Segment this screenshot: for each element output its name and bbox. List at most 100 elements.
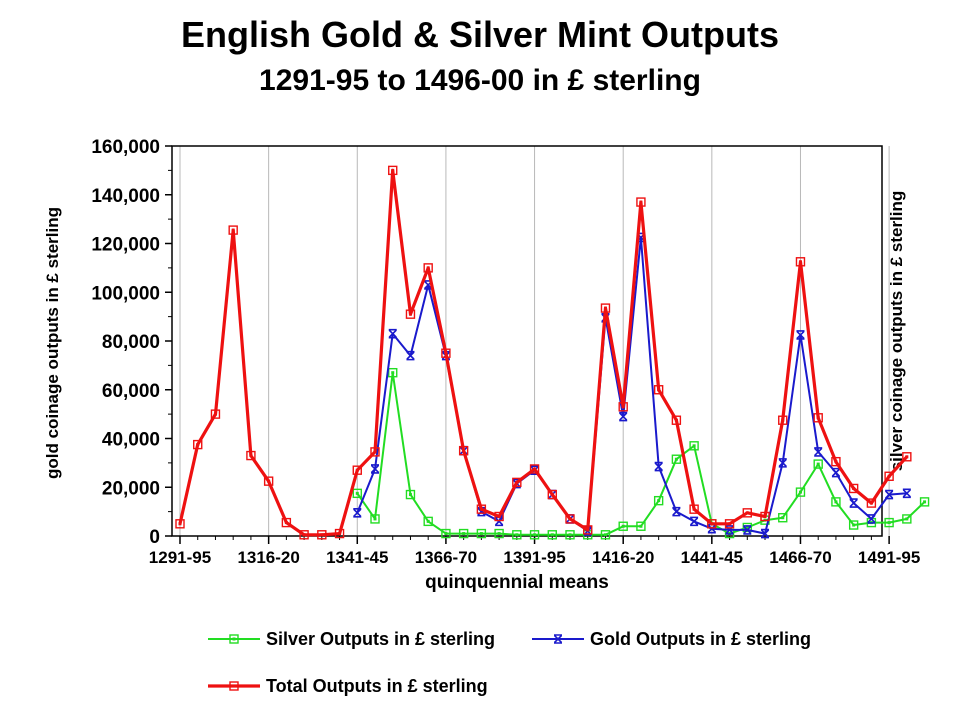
data-point <box>848 520 859 530</box>
data-point-center <box>232 637 236 641</box>
data-point <box>760 511 770 522</box>
data-point-center <box>728 522 732 526</box>
y-tick-label: 160,000 <box>91 137 160 158</box>
data-point <box>671 454 682 464</box>
data-point <box>672 506 681 517</box>
data-point-center <box>657 388 661 392</box>
x-axis: 1291-95 1316-20 1341-45 1366-70 1391-95 1416-… <box>149 536 920 567</box>
data-point <box>353 508 362 518</box>
data-point <box>795 487 806 497</box>
data-point <box>553 634 563 644</box>
data-point <box>671 415 682 425</box>
data-point <box>653 495 664 506</box>
data-point-center <box>267 479 271 483</box>
data-point <box>600 303 611 313</box>
gridlines <box>179 146 890 536</box>
x-tick-label: 1341-45 <box>326 548 388 567</box>
series-line <box>178 168 908 537</box>
data-point <box>654 461 663 472</box>
data-point <box>334 528 345 539</box>
data-point-center <box>816 416 820 420</box>
data-point <box>725 525 734 535</box>
data-point-center <box>568 517 572 521</box>
data-point-center <box>408 493 412 497</box>
series-group <box>175 165 930 540</box>
data-point-center <box>497 515 501 518</box>
data-point <box>600 530 611 540</box>
data-point <box>831 456 841 467</box>
data-point <box>494 511 504 522</box>
data-point-center <box>391 371 395 375</box>
data-point-center <box>462 532 466 536</box>
y-tick-label: 60,000 <box>102 381 160 402</box>
data-point <box>193 439 203 450</box>
data-point-center <box>745 525 749 529</box>
data-point <box>370 514 380 524</box>
data-point <box>618 521 628 531</box>
series-line <box>356 236 907 535</box>
data-point-center <box>213 412 217 416</box>
x-tick-label: 1441-45 <box>681 548 743 567</box>
data-point <box>707 519 717 529</box>
data-point <box>370 464 380 474</box>
data-point <box>884 471 894 481</box>
data-point-center <box>444 351 448 355</box>
data-point <box>210 409 221 419</box>
data-point <box>813 459 823 469</box>
data-point <box>547 530 557 540</box>
data-point-center <box>355 491 359 495</box>
data-point <box>742 508 752 518</box>
series-total <box>175 165 912 540</box>
data-point-center <box>391 168 395 172</box>
data-point <box>495 516 504 527</box>
data-point-center <box>231 228 235 232</box>
x-tick-label: 1466-70 <box>769 548 831 567</box>
data-point <box>423 516 433 527</box>
data-point-center <box>621 405 625 409</box>
data-point <box>512 477 522 488</box>
data-point <box>742 522 752 533</box>
data-point-center <box>621 524 625 528</box>
data-point-center <box>550 493 554 497</box>
y-axis-label: gold coinage outputs in £ sterling <box>43 207 62 479</box>
data-point-center <box>373 517 377 521</box>
y-tick-label: 20,000 <box>102 478 160 499</box>
data-point <box>424 280 433 290</box>
data-point <box>653 385 664 395</box>
data-point <box>441 348 451 358</box>
data-point-center <box>302 533 306 537</box>
data-point <box>246 450 256 461</box>
x-tick-label: 1416-20 <box>592 548 654 567</box>
data-point-center <box>426 519 430 523</box>
data-point-center <box>639 200 643 204</box>
data-point-center <box>639 524 643 528</box>
data-point-center <box>338 532 342 536</box>
data-point-center <box>550 533 554 537</box>
data-point <box>902 514 912 524</box>
data-point <box>902 452 912 462</box>
data-point <box>619 411 628 422</box>
data-point-center <box>674 457 678 461</box>
data-point <box>831 497 841 507</box>
data-point-center <box>798 490 802 494</box>
data-point <box>476 504 487 514</box>
data-point-center <box>887 474 891 478</box>
data-point-center <box>178 522 182 526</box>
data-point <box>565 530 575 540</box>
y-tick-label: 140,000 <box>91 186 160 207</box>
legend-item: Silver Outputs in £ sterling <box>208 629 495 649</box>
data-point <box>405 309 416 319</box>
chart-subtitle: 1291-95 to 1496-00 in £ sterling <box>259 64 701 97</box>
chart-title: English Gold & Silver Mint Outputs <box>180 14 779 55</box>
data-point <box>229 634 239 644</box>
data-point <box>919 497 930 507</box>
data-point <box>778 458 787 468</box>
data-point-center <box>515 480 519 484</box>
x-tick-label: 1291-95 <box>149 548 211 567</box>
data-point-center <box>568 533 572 537</box>
data-point-center <box>905 517 909 521</box>
data-point-center <box>763 515 767 518</box>
data-point-center <box>781 516 785 520</box>
data-point <box>885 489 894 500</box>
plot-area <box>171 145 883 537</box>
